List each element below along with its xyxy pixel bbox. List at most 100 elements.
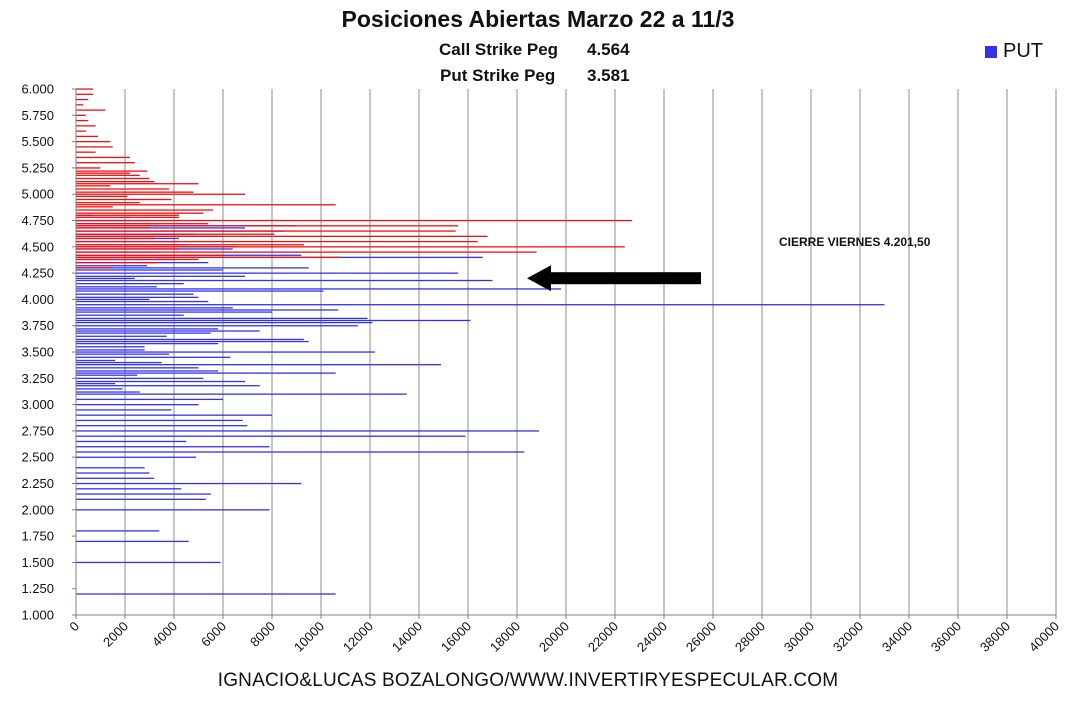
bar-put [76, 380, 246, 383]
bar-call [76, 193, 246, 195]
put-strike-peg-value: 3.581 [587, 66, 630, 85]
x-tick-label: 6000 [198, 619, 229, 650]
x-tick-label: 10000 [291, 619, 327, 655]
bar-put [76, 377, 204, 379]
bar-put [76, 409, 172, 411]
bar-put [76, 509, 270, 511]
bar-put [76, 325, 358, 327]
bar-call [76, 177, 150, 180]
bar-call [76, 204, 336, 206]
bar-call [76, 248, 179, 250]
call-strike-peg-value: 4.564 [587, 40, 630, 59]
y-tick-label: 2.250 [21, 476, 54, 491]
bar-put [76, 419, 243, 422]
bar-call [76, 240, 478, 243]
bar-put [76, 340, 309, 343]
y-tick-label: 5.000 [21, 187, 54, 202]
bar-call [76, 146, 113, 148]
bar-put [76, 493, 211, 495]
bar-call [76, 174, 140, 176]
bar-call [76, 119, 89, 122]
bar-put [76, 393, 407, 395]
bar-put [76, 404, 199, 406]
bar-put [76, 319, 471, 322]
bar-call [76, 206, 113, 208]
bar-put [76, 293, 194, 295]
bar-put [76, 391, 140, 393]
bar-put [76, 367, 199, 369]
y-tick-label: 5.250 [21, 160, 54, 175]
bar-call [76, 125, 96, 127]
x-tick-label: 40000 [1026, 619, 1062, 655]
bar-put [76, 314, 184, 316]
arrow-head [527, 265, 551, 292]
x-tick-label: 16000 [438, 619, 474, 655]
y-tick-label: 5.750 [21, 108, 54, 123]
bar-call [76, 156, 130, 159]
x-tick-label: 0 [66, 619, 82, 635]
bar-call [76, 202, 140, 204]
x-tick-label: 34000 [879, 619, 915, 655]
put-bars [76, 214, 885, 595]
bar-put [76, 330, 260, 332]
bar-call [76, 223, 209, 225]
bar-put [76, 456, 197, 458]
bar-call [76, 267, 113, 269]
bar-call [76, 167, 101, 169]
y-tick-label: 4.750 [21, 213, 54, 228]
bar-put [76, 300, 209, 303]
bar-call [76, 170, 148, 172]
bar-call [76, 261, 157, 264]
bar-put [76, 488, 182, 490]
bar-put [76, 440, 187, 443]
y-tick-label: 1.250 [21, 581, 54, 596]
x-tick-label: 26000 [683, 619, 719, 655]
bar-call [76, 254, 223, 256]
bar-call [76, 246, 625, 248]
bar-put [76, 349, 145, 351]
bar-call [76, 130, 86, 132]
bar-put [76, 364, 442, 366]
bar-put [76, 356, 231, 358]
bar-put [76, 298, 150, 301]
y-tick-label: 3.000 [21, 397, 54, 412]
bar-put [76, 288, 562, 290]
bar-call [76, 109, 106, 111]
y-tick-label: 4.000 [21, 292, 54, 307]
footer-credit: IGNACIO&LUCAS BOZALONGO/WWW.INVERTIRYESP… [217, 670, 839, 691]
put-strike-peg-label: Put Strike Peg [440, 66, 556, 85]
bar-put [76, 346, 145, 348]
bar-put [76, 385, 260, 387]
bar-call [76, 135, 99, 138]
bar-call [76, 212, 204, 214]
y-tick-label: 5.500 [21, 134, 54, 149]
bar-put [76, 321, 373, 324]
y-tick-label: 1.000 [21, 608, 54, 623]
x-tick-label: 30000 [781, 619, 817, 655]
bar-put [76, 311, 272, 313]
y-tick-label: 4.500 [21, 239, 54, 254]
close-price-arrow [527, 265, 701, 292]
call-bars [76, 88, 633, 269]
bar-put [76, 414, 272, 416]
x-tick-label: 18000 [487, 619, 523, 655]
y-tick-label: 4.250 [21, 266, 54, 281]
bar-put [76, 328, 219, 330]
bar-call [76, 185, 111, 187]
bar-call [76, 233, 275, 235]
bar-call [76, 188, 170, 190]
bar-put [76, 279, 493, 282]
bar-put [76, 265, 148, 267]
bar-put [76, 290, 324, 292]
bar-put [76, 359, 116, 362]
bar-put [76, 286, 157, 288]
bar-call [76, 214, 179, 216]
bar-put [76, 388, 123, 390]
bar-call [76, 98, 89, 101]
bar-call [76, 93, 94, 95]
bar-call [76, 88, 94, 90]
bar-put [76, 296, 199, 298]
bar-put [76, 498, 206, 500]
x-tick-label: 32000 [830, 619, 866, 655]
close-annotation: CIERRE VIERNES 4.201,50 [779, 235, 931, 249]
